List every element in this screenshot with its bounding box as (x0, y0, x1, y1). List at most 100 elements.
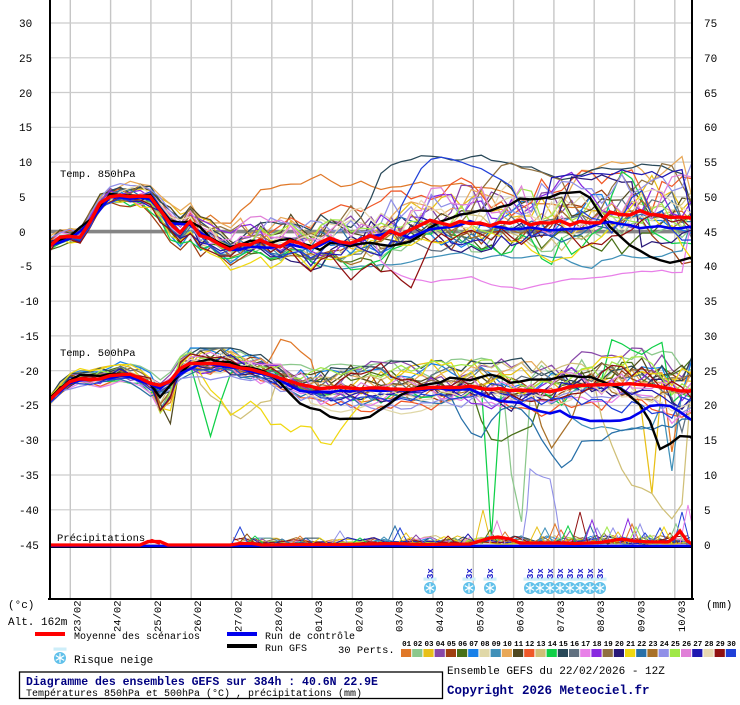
svg-text:16: 16 (570, 641, 580, 649)
svg-text:10/03: 10/03 (677, 600, 689, 632)
svg-text:15: 15 (19, 123, 32, 135)
svg-text:21: 21 (626, 641, 636, 649)
svg-text:3x: 3x (576, 568, 586, 579)
svg-text:Ensemble GEFS du 22/02/2026 -: Ensemble GEFS du 22/02/2026 - 12Z (447, 666, 665, 678)
svg-text:(mm): (mm) (706, 600, 732, 612)
svg-text:09/03: 09/03 (637, 600, 649, 632)
svg-text:07/03: 07/03 (556, 600, 568, 632)
svg-text:Run de contrôle: Run de contrôle (265, 631, 355, 643)
svg-text:30: 30 (704, 332, 717, 344)
svg-text:3x: 3x (465, 568, 475, 579)
svg-text:23/02: 23/02 (72, 600, 84, 632)
svg-text:3x: 3x (486, 568, 496, 579)
svg-text:28/02: 28/02 (274, 600, 286, 632)
svg-text:20: 20 (615, 641, 625, 649)
svg-text:-35: -35 (19, 471, 39, 483)
svg-text:25: 25 (671, 641, 681, 649)
svg-text:01: 01 (402, 641, 412, 649)
svg-text:08/03: 08/03 (596, 600, 608, 632)
svg-text:17: 17 (581, 641, 590, 649)
svg-text:07: 07 (469, 641, 478, 649)
svg-text:3x: 3x (546, 568, 556, 579)
svg-text:06/03: 06/03 (516, 600, 528, 632)
svg-text:75: 75 (704, 19, 717, 31)
svg-text:Risque neige: Risque neige (74, 655, 153, 667)
svg-text:15: 15 (704, 436, 717, 448)
svg-text:30 Perts.: 30 Perts. (338, 645, 395, 657)
svg-text:-20: -20 (19, 367, 39, 379)
svg-text:3x: 3x (566, 568, 576, 579)
svg-text:10: 10 (19, 158, 32, 170)
svg-text:30: 30 (19, 19, 32, 31)
svg-text:03/03: 03/03 (395, 600, 407, 632)
svg-text:28: 28 (704, 641, 714, 649)
svg-text:Températures 850hPa et 500hPa: Températures 850hPa et 500hPa (°C) , pré… (26, 688, 362, 700)
svg-text:02/03: 02/03 (354, 600, 366, 632)
svg-text:5: 5 (704, 506, 711, 518)
svg-text:-25: -25 (19, 401, 39, 413)
svg-text:0: 0 (704, 541, 711, 553)
svg-text:50: 50 (704, 193, 717, 205)
svg-text:10: 10 (503, 641, 513, 649)
svg-text:-15: -15 (19, 332, 39, 344)
svg-text:3x: 3x (426, 568, 436, 579)
svg-text:70: 70 (704, 54, 717, 66)
svg-text:09: 09 (492, 641, 502, 649)
svg-text:05: 05 (447, 641, 457, 649)
svg-text:Alt. 162m: Alt. 162m (8, 617, 68, 629)
svg-text:08: 08 (480, 641, 490, 649)
svg-text:24/02: 24/02 (113, 600, 125, 632)
svg-text:Précipitations: Précipitations (57, 533, 145, 545)
svg-text:Run GFS: Run GFS (265, 644, 307, 655)
svg-text:30: 30 (727, 641, 737, 649)
svg-text:20: 20 (19, 89, 32, 101)
svg-text:27/02: 27/02 (234, 600, 246, 632)
svg-text:3x: 3x (586, 568, 596, 579)
svg-text:-10: -10 (19, 297, 39, 309)
svg-text:27: 27 (693, 641, 702, 649)
svg-text:20: 20 (704, 401, 717, 413)
svg-text:25: 25 (704, 367, 717, 379)
svg-text:25: 25 (19, 54, 32, 66)
svg-text:3x: 3x (536, 568, 546, 579)
svg-text:24: 24 (660, 641, 670, 649)
svg-text:3x: 3x (556, 568, 566, 579)
svg-text:01/03: 01/03 (314, 600, 326, 632)
svg-text:Diagramme des ensembles GEFS s: Diagramme des ensembles GEFS sur 384h : … (26, 676, 378, 689)
svg-text:15: 15 (559, 641, 569, 649)
svg-text:19: 19 (604, 641, 614, 649)
svg-text:10: 10 (704, 471, 717, 483)
svg-text:04/03: 04/03 (435, 600, 447, 632)
svg-text:02: 02 (413, 641, 423, 649)
svg-text:26/02: 26/02 (193, 600, 205, 632)
svg-text:05/03: 05/03 (475, 600, 487, 632)
svg-text:5: 5 (19, 193, 26, 205)
svg-text:11: 11 (514, 641, 524, 649)
svg-text:13: 13 (536, 641, 546, 649)
svg-text:(°c): (°c) (8, 600, 34, 612)
svg-text:Temp. 500hPa: Temp. 500hPa (60, 348, 136, 360)
svg-text:60: 60 (704, 123, 717, 135)
svg-text:29: 29 (716, 641, 726, 649)
svg-text:Copyright 2026 Meteociel.fr: Copyright 2026 Meteociel.fr (447, 684, 650, 698)
svg-text:03: 03 (424, 641, 434, 649)
svg-text:-40: -40 (19, 506, 39, 518)
svg-text:3x: 3x (596, 568, 606, 579)
svg-text:06: 06 (458, 641, 468, 649)
svg-text:26: 26 (682, 641, 692, 649)
svg-text:-30: -30 (19, 436, 39, 448)
svg-text:45: 45 (704, 228, 717, 240)
svg-text:14: 14 (548, 641, 558, 649)
svg-text:Moyenne des scénarios: Moyenne des scénarios (74, 631, 200, 643)
svg-text:25/02: 25/02 (153, 600, 165, 632)
svg-text:0: 0 (19, 228, 26, 240)
svg-text:65: 65 (704, 89, 717, 101)
svg-text:22: 22 (637, 641, 647, 649)
svg-text:18: 18 (592, 641, 602, 649)
svg-text:-45: -45 (19, 541, 39, 553)
svg-text:04: 04 (436, 641, 446, 649)
svg-text:3x: 3x (526, 568, 536, 579)
svg-text:Temp. 850hPa: Temp. 850hPa (60, 169, 136, 181)
svg-text:40: 40 (704, 262, 717, 274)
svg-text:55: 55 (704, 158, 717, 170)
